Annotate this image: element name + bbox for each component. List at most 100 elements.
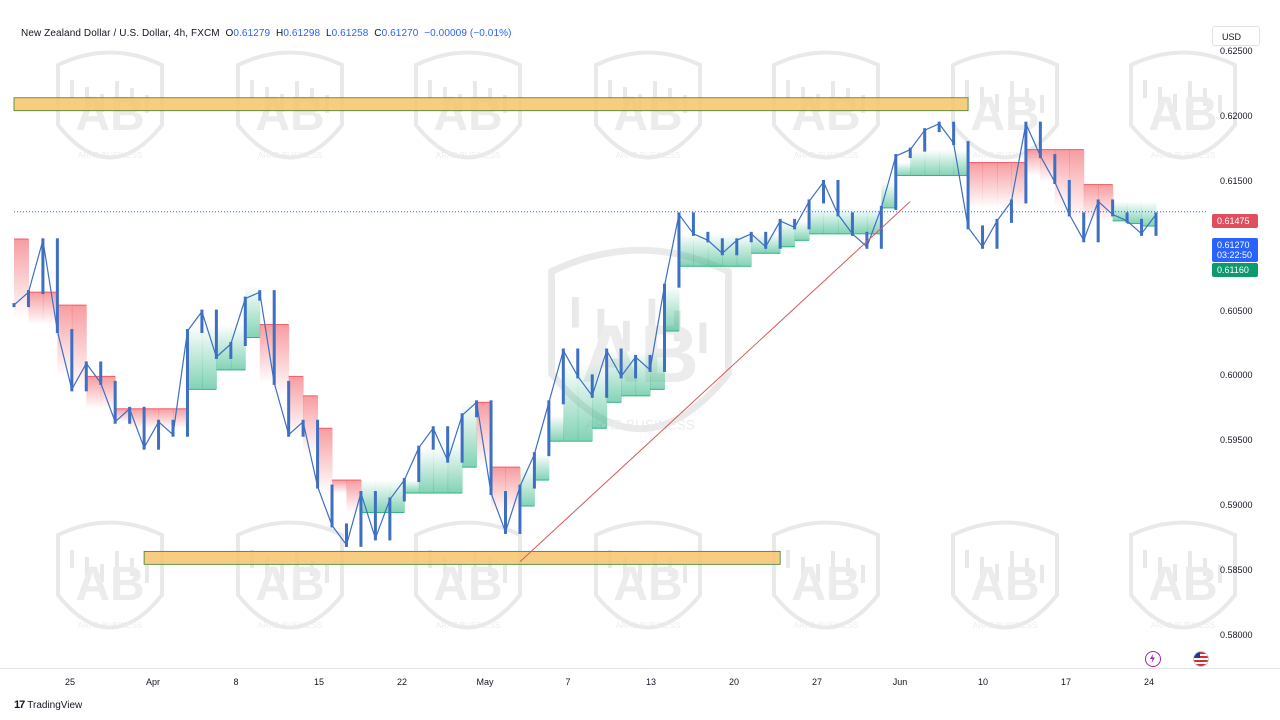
price-bar	[113, 380, 117, 424]
cloud-segment	[245, 285, 261, 338]
cloud-segment	[780, 220, 796, 247]
price-bar	[402, 478, 406, 502]
watermark-text: ARAB BUSINESS	[78, 621, 142, 630]
price-bar	[518, 484, 522, 534]
price-bar	[460, 413, 464, 463]
currency-button[interactable]: USD	[1212, 26, 1260, 46]
price-bar	[258, 290, 262, 301]
cloud-segment	[809, 207, 825, 234]
cloud-segment	[592, 363, 608, 429]
high-label: H	[276, 28, 284, 39]
price-bar	[1154, 212, 1158, 236]
price-bar	[1125, 212, 1129, 223]
watermark-logo: AB ARAB BUSINESS	[594, 50, 702, 160]
price-bar	[879, 205, 883, 249]
cloud-segment	[173, 408, 188, 429]
trendline[interactable]	[519, 201, 911, 563]
time-tick-label: 24	[1143, 677, 1155, 687]
price-bar	[388, 497, 392, 541]
price-bar	[330, 484, 334, 528]
time-tick-label: 22	[396, 677, 408, 687]
price-tick-label: 0.62000	[1220, 111, 1253, 122]
price-bar	[229, 342, 233, 359]
time-tick-label: May	[476, 677, 494, 687]
cloud-segment	[216, 324, 232, 370]
watermark-logo: AB ARAB BUSINESS	[1129, 50, 1237, 160]
zone-layer	[13, 97, 969, 565]
symbol-title[interactable]: New Zealand Dollar / U.S. Dollar, 4h, FX…	[21, 28, 220, 39]
cloud-segment	[548, 415, 564, 442]
time-axis[interactable]: 25 Apr 8 15 22 May 7 13 20 27 Jun 10 17 24	[0, 668, 1280, 693]
cloud-segment	[794, 220, 810, 241]
watermark-text: ARAB BUSINESS	[616, 621, 680, 630]
time-tick-label: Jun	[892, 677, 908, 687]
cloud-segment	[606, 350, 622, 403]
us-flag-icon[interactable]	[1193, 651, 1209, 667]
cloud-segment	[707, 233, 723, 267]
time-tick-label: 10	[977, 677, 989, 687]
price-bar	[995, 218, 999, 249]
cloud-segment	[288, 376, 304, 435]
watermark-layer: AB ARAB BUSINESS AB ARAB BUSINESS AB ARAB BUS…	[56, 50, 1237, 630]
price-bar	[142, 406, 146, 450]
cloud-segment	[1011, 162, 1027, 208]
cloud-segment	[751, 233, 767, 254]
price-bar	[822, 180, 826, 204]
svg-text:AB: AB	[970, 558, 1039, 611]
watermark-logo: AB ARAB BUSINESS	[772, 520, 880, 630]
close-value: 0.61270	[381, 28, 419, 39]
watermark-text: ARAB BUSINESS	[1151, 621, 1215, 630]
cloud-segment	[1083, 184, 1099, 221]
watermark-text: ARAB BUSINESS	[616, 151, 680, 160]
cloud-segment	[823, 207, 839, 234]
price-bar	[778, 218, 782, 249]
cloud-segment	[42, 292, 58, 325]
svg-text:AB: AB	[613, 88, 682, 141]
cloud-segment	[1054, 149, 1070, 208]
cloud-segment	[519, 467, 535, 506]
price-bar	[185, 329, 189, 437]
price-bar	[431, 426, 435, 450]
cloud-segment	[852, 207, 868, 234]
price-tick-label: 0.61500	[1220, 176, 1253, 186]
watermark-logo: AB ARAB BUSINESS	[414, 520, 522, 630]
price-bar	[55, 238, 59, 334]
price-bar	[344, 523, 348, 547]
cloud-segment	[144, 408, 160, 429]
price-bar	[41, 238, 45, 295]
tradingview-logo[interactable]: 17 TradingView	[14, 699, 82, 711]
cloud-segment	[722, 233, 738, 267]
svg-text:AB: AB	[433, 558, 502, 611]
time-tick-label: 27	[811, 677, 823, 687]
price-scale[interactable]: 0.625000.620000.615000.610000.605000.600…	[1208, 20, 1280, 668]
cloud-segment	[274, 324, 290, 396]
watermark-logo: AB ARAB BUSINESS	[951, 520, 1059, 630]
flash-icon[interactable]	[1145, 651, 1161, 667]
time-tick-label: 8	[233, 677, 239, 687]
price-bar	[677, 212, 681, 288]
cloud-segment	[939, 149, 955, 176]
horizontal-zone[interactable]	[143, 550, 781, 565]
price-bar	[26, 290, 30, 308]
watermark-text: ARAB BUSINESS	[585, 418, 695, 433]
svg-text:AB: AB	[791, 558, 860, 611]
price-bar	[70, 329, 74, 392]
high-value: 0.61298	[283, 28, 321, 39]
symbol-legend[interactable]: New Zealand Dollar / U.S. Dollar, 4h, FX…	[21, 28, 512, 39]
watermark-logo: AB ARAB BUSINESS	[772, 50, 880, 160]
watermark-text: ARAB BUSINESS	[436, 621, 500, 630]
price-bar	[561, 348, 565, 405]
cloud-segment	[837, 207, 853, 234]
cloud-segment	[418, 447, 434, 494]
price-bar	[200, 309, 204, 334]
time-tick-label: 17	[1060, 677, 1072, 687]
svg-text:AB: AB	[255, 558, 324, 611]
price-bar	[836, 180, 840, 217]
cloud-segment	[317, 428, 333, 494]
horizontal-zone[interactable]	[13, 97, 969, 112]
cloud-segment	[332, 480, 347, 494]
cloud-segment	[346, 480, 362, 513]
time-tick-label: 20	[728, 677, 740, 687]
watermark-text: ARAB BUSINESS	[794, 621, 858, 630]
